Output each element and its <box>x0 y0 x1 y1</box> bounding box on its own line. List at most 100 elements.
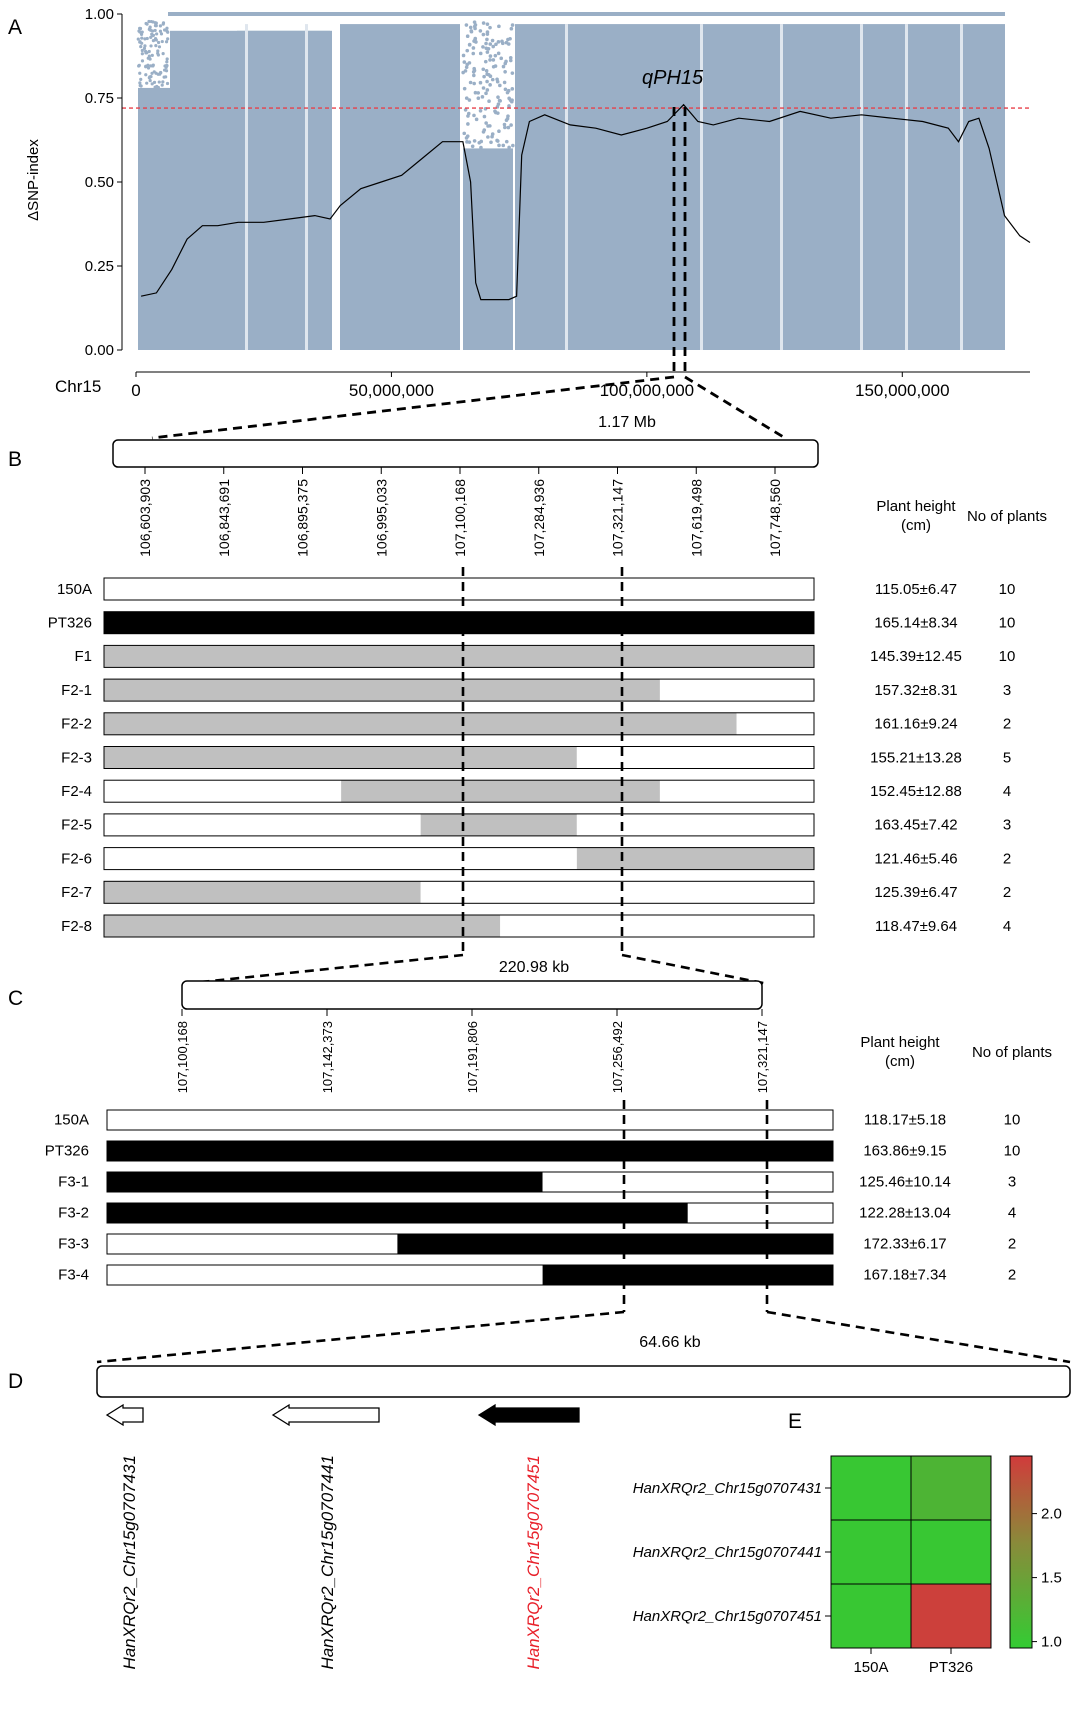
snp-point <box>495 77 499 81</box>
genotype-label: F2-2 <box>61 716 92 733</box>
panel-label-e: E <box>788 1410 802 1433</box>
snp-gap <box>245 24 248 350</box>
snp-point <box>157 41 160 44</box>
heatmap-col-label: PT326 <box>929 1659 973 1676</box>
snp-point <box>149 36 152 39</box>
snp-point <box>509 123 513 127</box>
marker-label: 107,256,492 <box>610 1021 625 1093</box>
genotype-segment <box>104 679 660 701</box>
snp-point <box>143 37 146 40</box>
snp-point <box>472 39 476 43</box>
genotype-segment <box>107 1203 688 1223</box>
snp-point <box>465 23 469 27</box>
genotype-row: F2-3 155.21±13.28 5 <box>61 747 1011 769</box>
genotype-segment <box>104 780 341 802</box>
snp-point <box>507 104 511 108</box>
genotype-segment <box>107 1172 543 1192</box>
plant-count-value: 5 <box>1003 749 1011 766</box>
y-tick-label: 0.50 <box>85 174 114 191</box>
plant-height-value: 163.86±9.15 <box>863 1142 946 1159</box>
span-label: 220.98 kb <box>499 959 569 976</box>
genotype-segment <box>104 578 814 600</box>
snp-point <box>481 45 485 49</box>
heatmap-cell <box>831 1520 911 1584</box>
heatmap-cell <box>911 1456 991 1520</box>
genotype-segment <box>577 814 814 836</box>
snp-point <box>145 82 148 85</box>
snp-point <box>508 37 512 41</box>
snp-point <box>157 53 160 56</box>
snp-point <box>484 92 488 96</box>
plant-count-value: 4 <box>1003 918 1011 935</box>
marker-label: 107,748,560 <box>767 479 783 557</box>
snp-point <box>161 84 164 87</box>
snp-point <box>486 88 490 92</box>
genotype-segment <box>104 814 421 836</box>
snp-point <box>473 20 477 24</box>
snp-point <box>165 69 168 72</box>
genotype-label: F3-4 <box>58 1266 89 1283</box>
marker-label: 107,619,498 <box>688 479 704 557</box>
genotype-segment <box>421 814 577 836</box>
snp-point-block <box>237 31 332 350</box>
snp-point <box>471 52 475 56</box>
snp-point <box>141 49 144 52</box>
snp-point <box>147 20 150 23</box>
plant-count-value: 2 <box>1003 884 1011 901</box>
genotype-segment <box>577 747 814 769</box>
snp-point <box>489 140 493 144</box>
snp-point <box>466 34 470 38</box>
plant-count-value: 4 <box>1003 783 1011 800</box>
qtl-peak-label: qPH15 <box>642 67 704 89</box>
plant-height-value: 118.47±9.64 <box>875 918 957 935</box>
plant-height-value: 165.14±8.34 <box>874 615 957 632</box>
plant-height-value: 157.32±8.31 <box>874 682 957 699</box>
x-tick-label: 0 <box>131 381 140 400</box>
genotype-segment <box>104 848 577 870</box>
plant-count-value: 2 <box>1008 1266 1016 1283</box>
snp-point <box>462 132 466 136</box>
gene-name-label: HanXRQr2_Chr15g0707431 <box>120 1455 139 1670</box>
marker-label: 107,321,147 <box>755 1021 770 1093</box>
plant-height-value: 163.45±7.42 <box>874 817 957 834</box>
snp-point <box>468 140 472 144</box>
genotype-label: F2-6 <box>61 850 92 867</box>
genotype-row: F2-4 152.45±12.88 4 <box>61 780 1011 802</box>
genotype-segment <box>104 881 421 903</box>
snp-point <box>482 86 486 90</box>
colorbar-tick-label: 1.5 <box>1041 1570 1062 1587</box>
plant-count-value: 10 <box>999 615 1016 632</box>
snp-point <box>465 96 469 100</box>
snp-point <box>141 52 144 55</box>
heatmap-row-label: HanXRQr2_Chr15g0707441 <box>633 1544 822 1561</box>
genotype-segment <box>107 1265 543 1285</box>
panel-e-expression-heatmap: HanXRQr2_Chr15g0707431 HanXRQr2_Chr15g070… <box>633 1456 1062 1676</box>
heatmap-cell <box>831 1456 911 1520</box>
panel-label-b: B <box>8 448 22 471</box>
heatmap-row-label: HanXRQr2_Chr15g0707431 <box>633 1480 822 1497</box>
genotype-row: F2-6 121.46±5.46 2 <box>61 848 1011 870</box>
snp-point <box>154 44 157 47</box>
marker-label: 107,142,373 <box>320 1021 335 1093</box>
plant-count-value: 2 <box>1003 716 1011 733</box>
marker-label: 106,843,691 <box>216 479 232 557</box>
snp-point <box>465 49 469 53</box>
snp-point <box>502 65 506 69</box>
snp-point <box>165 60 168 63</box>
genotype-label: F1 <box>74 648 92 665</box>
snp-point <box>154 24 157 27</box>
snp-point <box>485 38 489 42</box>
plant-height-value: 152.45±12.88 <box>870 783 962 800</box>
snp-point <box>162 23 165 26</box>
plant-count-value: 2 <box>1003 850 1011 867</box>
snp-point <box>486 50 490 54</box>
genotype-segment <box>660 679 814 701</box>
snp-point <box>479 146 483 150</box>
genotype-segment <box>107 1234 397 1254</box>
snp-point <box>497 25 501 29</box>
genotype-segment <box>104 713 737 735</box>
snp-point <box>159 71 162 74</box>
x-tick-label: 50,000,000 <box>349 381 434 400</box>
snp-point <box>482 33 486 37</box>
snp-point <box>482 75 486 79</box>
